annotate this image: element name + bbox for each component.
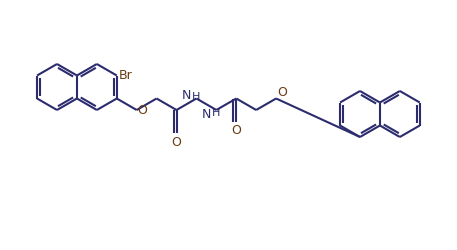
Text: N: N bbox=[182, 89, 191, 102]
Text: Br: Br bbox=[119, 69, 133, 82]
Text: O: O bbox=[231, 124, 241, 137]
Text: O: O bbox=[277, 85, 287, 98]
Text: O: O bbox=[138, 104, 148, 117]
Text: H: H bbox=[191, 92, 200, 102]
Text: N: N bbox=[202, 108, 211, 121]
Text: O: O bbox=[171, 136, 181, 148]
Text: H: H bbox=[212, 108, 220, 118]
